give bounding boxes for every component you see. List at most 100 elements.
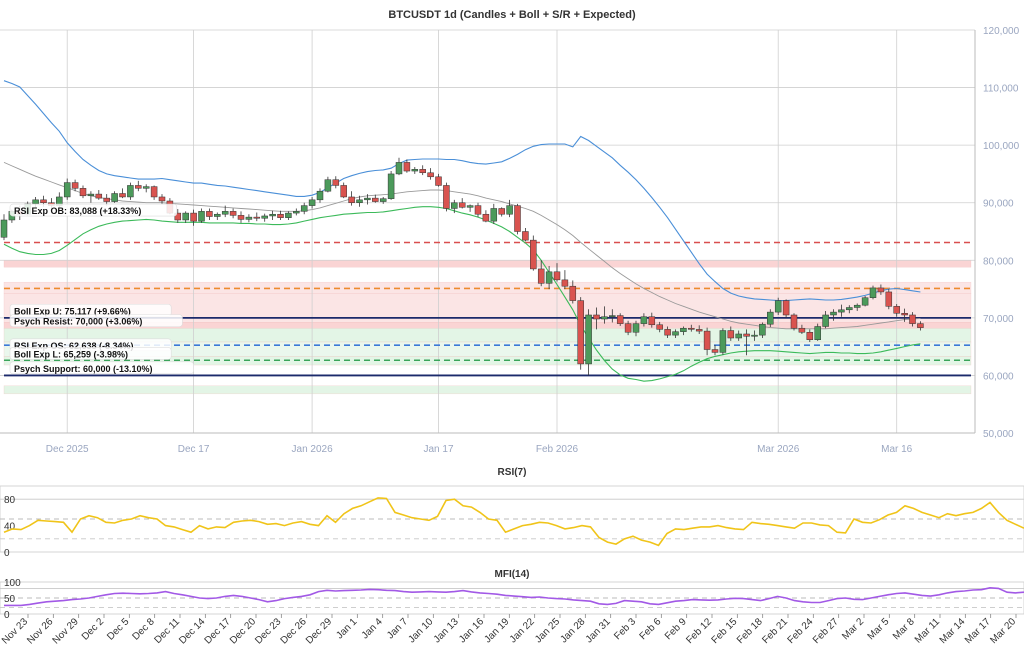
date-tick-label: Dec 2 (80, 616, 107, 643)
rsi-frame (0, 485, 1024, 553)
candle-body (411, 169, 419, 172)
date-tick-label: Feb 3 (612, 616, 638, 642)
candle-body (514, 205, 521, 232)
candle-body (403, 162, 411, 172)
candle-body (348, 196, 355, 203)
candle-body (261, 215, 268, 219)
candle-body (530, 239, 537, 270)
level-label-box (9, 203, 178, 217)
candle-body (364, 197, 371, 201)
candle-body (767, 311, 774, 325)
chart-title: BTCUSDT 1d (Candles + Boll + S/R + Expec… (388, 9, 636, 21)
mfi-line (4, 586, 1024, 607)
candle-body (419, 169, 426, 174)
candle-body (379, 198, 387, 202)
level-label: Boll Exp L: 65,259 (-3.98%) (14, 349, 128, 359)
candle-body (182, 212, 189, 221)
candle-body (111, 193, 118, 202)
date-tick-label: Jan 19 (482, 616, 511, 645)
date-tick-label: Jan 22 (508, 616, 537, 645)
candle-body (727, 330, 735, 339)
candle-body (846, 307, 853, 311)
candle-body (553, 271, 561, 281)
candle-body (569, 285, 577, 301)
candle-body (158, 196, 166, 202)
date-tick-label: Dec 23 (253, 616, 283, 646)
date-tick-label: Dec 20 (228, 616, 258, 646)
level-label: Psych Resist: 70,000 (+3.06%) (14, 317, 142, 327)
candle-body (103, 197, 110, 202)
sr-zone (3, 385, 972, 395)
candle-body (150, 186, 158, 198)
candle-body (545, 271, 553, 284)
candle-body (332, 179, 340, 186)
candle-body (482, 213, 490, 222)
candle-body (585, 314, 592, 365)
candle-body (435, 176, 442, 186)
y-tick-label: 50,000 (983, 429, 1014, 440)
candle-body (372, 197, 379, 202)
candle-body (688, 327, 695, 330)
level-label-box (9, 347, 172, 360)
candle-body (664, 329, 671, 336)
date-tick-label: Feb 24 (786, 616, 816, 646)
candle-body (214, 213, 221, 217)
candle-body (877, 287, 885, 293)
date-tick-label: Mar 11 (913, 616, 943, 646)
y-tick-label: 60,000 (983, 371, 1014, 382)
date-tick-label: Dec 11 (152, 616, 182, 646)
candle-body (95, 193, 103, 199)
date-tick-label: Jan 10 (406, 616, 435, 645)
candle-body (798, 327, 806, 333)
candle-body (285, 212, 292, 218)
date-tick-label: Jan 13 (432, 616, 461, 645)
candle-body (300, 205, 308, 212)
date-tick-label: Mar 2 (840, 616, 866, 642)
candle-body (506, 205, 513, 215)
candle-body (885, 291, 893, 307)
y-tick-label: 110,000 (983, 84, 1019, 95)
candle-body (537, 268, 545, 284)
candle-body (640, 316, 648, 324)
candle-body (719, 330, 727, 353)
date-tick-label: Mar 5 (866, 616, 892, 642)
x-tick-label: Mar 16 (881, 444, 913, 455)
boll-upper-line (3, 80, 921, 302)
candle-body (356, 199, 363, 203)
date-tick-label: Jan 31 (584, 616, 613, 645)
candle-body (680, 327, 687, 332)
date-tick-label: Mar 17 (963, 616, 993, 646)
candle-body (735, 333, 742, 339)
candle-body (695, 329, 703, 332)
mfi-title: MFI(14) (495, 569, 530, 580)
y-tick-label: 80,000 (983, 256, 1014, 267)
candle-body (245, 216, 253, 220)
y-tick-label: 120,000 (983, 26, 1020, 37)
candle-body (790, 314, 798, 329)
boll-mid-line (3, 161, 921, 330)
candle-body (616, 315, 624, 324)
candle-body (901, 313, 908, 316)
level-label: RSI Exp OS: 62,638 (-8.34%) (14, 341, 134, 351)
date-tick-label: Feb 27 (811, 616, 841, 646)
level-label-box (9, 361, 194, 375)
date-tick-label: Jan 1 (334, 616, 359, 641)
rsi-title: RSI(7) (498, 467, 527, 478)
date-tick-label: Feb 6 (638, 616, 664, 642)
candle-body (743, 333, 750, 337)
candle-body (648, 316, 656, 326)
candle-body (601, 316, 608, 320)
candle-body (703, 330, 711, 350)
candle-body (87, 193, 95, 197)
date-tick-label: Mar 20 (988, 616, 1018, 646)
candle-body (174, 212, 182, 221)
candle-body (759, 323, 766, 336)
candle-body (830, 311, 837, 316)
candle-body (577, 300, 584, 365)
candle-body (253, 216, 261, 219)
candle-body (474, 205, 482, 215)
date-tick-label: Jan 25 (533, 616, 562, 645)
sr-zone (3, 260, 972, 268)
candle-body (387, 173, 395, 199)
